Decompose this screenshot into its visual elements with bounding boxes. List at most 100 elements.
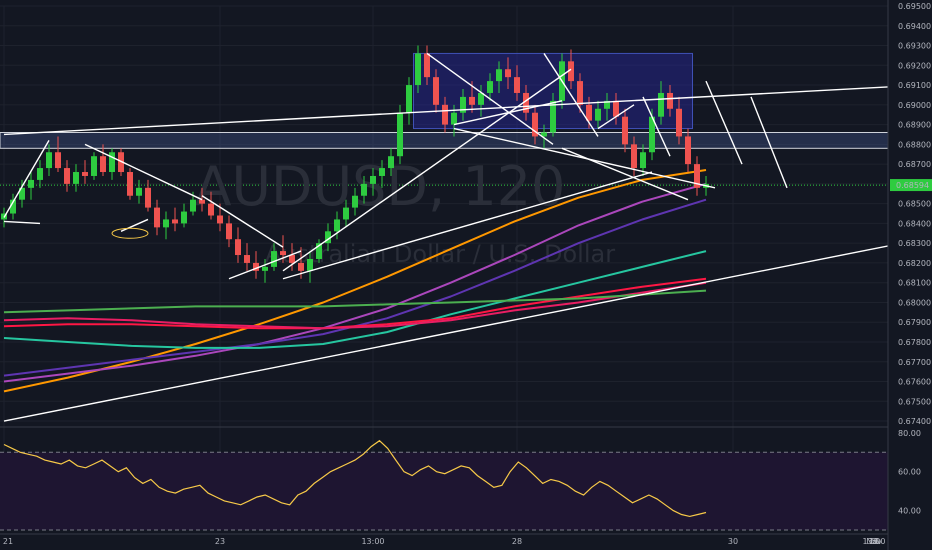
trend-line[interactable] <box>642 96 671 157</box>
rsi-line[interactable] <box>3 439 707 518</box>
trend-line[interactable] <box>750 96 788 189</box>
candle[interactable] <box>19 179 25 208</box>
candle[interactable] <box>676 96 682 145</box>
candle[interactable] <box>640 144 646 176</box>
candle[interactable] <box>172 207 178 232</box>
candle[interactable] <box>694 156 700 196</box>
candle[interactable] <box>127 168 133 200</box>
candle[interactable] <box>388 148 394 176</box>
candle[interactable] <box>577 73 583 113</box>
candle[interactable] <box>514 65 520 101</box>
candle[interactable] <box>334 211 340 240</box>
candle[interactable] <box>46 144 52 176</box>
rsi-panel[interactable] <box>0 439 888 531</box>
trend-line[interactable] <box>84 143 203 201</box>
candle[interactable] <box>379 160 385 188</box>
trend-line[interactable] <box>561 147 689 201</box>
candle[interactable] <box>154 199 160 236</box>
trend-line[interactable] <box>3 220 41 225</box>
trend-line[interactable] <box>282 171 653 280</box>
candle[interactable] <box>370 168 376 196</box>
candle[interactable] <box>622 108 628 153</box>
candle[interactable] <box>406 77 412 125</box>
moving-average-line-6[interactable] <box>3 289 707 314</box>
trend-lines[interactable] <box>3 52 923 422</box>
trend-line[interactable] <box>426 52 554 145</box>
candle-body <box>550 100 556 133</box>
candle[interactable] <box>433 69 439 113</box>
trend-line[interactable] <box>201 195 284 248</box>
candle[interactable] <box>316 239 322 263</box>
candle[interactable] <box>10 193 16 220</box>
resistance-zone[interactable] <box>0 131 889 149</box>
candle[interactable] <box>244 243 250 271</box>
candle[interactable] <box>235 227 241 263</box>
candle[interactable] <box>532 104 538 145</box>
candle[interactable] <box>343 199 349 228</box>
candle[interactable] <box>361 175 367 204</box>
candle[interactable] <box>271 243 277 271</box>
trend-line[interactable] <box>228 250 302 280</box>
candle[interactable] <box>262 258 268 283</box>
candle[interactable] <box>352 187 358 216</box>
trend-line[interactable] <box>705 80 743 165</box>
candle[interactable] <box>181 203 187 228</box>
trend-line[interactable] <box>3 238 923 422</box>
candle[interactable] <box>550 92 556 137</box>
candle[interactable] <box>685 128 691 173</box>
candle[interactable] <box>460 89 466 121</box>
candle[interactable] <box>55 136 61 173</box>
candle[interactable] <box>37 160 43 188</box>
trend-line[interactable] <box>597 104 635 130</box>
candle[interactable] <box>100 144 106 176</box>
candle[interactable] <box>145 179 151 212</box>
trend-line[interactable] <box>120 218 149 232</box>
candle[interactable] <box>163 211 169 240</box>
candle[interactable] <box>307 251 313 283</box>
candle-body <box>307 258 313 271</box>
candle[interactable] <box>208 191 214 220</box>
candle[interactable] <box>397 104 403 165</box>
candle[interactable] <box>289 243 295 271</box>
candle[interactable] <box>91 152 97 180</box>
candle[interactable] <box>613 92 619 125</box>
candle[interactable] <box>424 45 430 86</box>
candle[interactable] <box>595 100 601 129</box>
candle[interactable] <box>64 160 70 192</box>
candle[interactable] <box>541 124 547 149</box>
candle[interactable] <box>667 85 673 117</box>
trend-line[interactable] <box>3 140 50 218</box>
candle[interactable] <box>136 179 142 204</box>
candle[interactable] <box>28 172 34 200</box>
moving-average-line-3[interactable] <box>3 250 707 349</box>
candle[interactable] <box>217 203 223 232</box>
candle[interactable] <box>658 81 664 125</box>
price-axis[interactable]: 0.69500 0.69400 0.69300 0.69200 0.69100 0.690… <box>887 0 932 550</box>
trend-line[interactable] <box>282 68 572 272</box>
trend-line[interactable] <box>543 53 599 137</box>
candle[interactable] <box>82 160 88 184</box>
candle[interactable] <box>505 57 511 90</box>
candle[interactable] <box>325 223 331 252</box>
candle[interactable] <box>415 45 421 93</box>
moving-average-line-1[interactable] <box>3 182 707 383</box>
candle[interactable] <box>487 73 493 101</box>
candle[interactable] <box>109 148 115 180</box>
trend-line[interactable] <box>453 127 716 189</box>
candle[interactable] <box>478 85 484 117</box>
moving-average-line-5[interactable] <box>3 281 707 330</box>
trend-line[interactable] <box>453 100 563 126</box>
candle[interactable] <box>73 164 79 192</box>
candle[interactable] <box>226 215 232 248</box>
candle[interactable] <box>496 61 502 93</box>
candle[interactable] <box>442 96 448 133</box>
ellipse-annotation[interactable] <box>111 227 149 239</box>
candle[interactable] <box>604 92 610 121</box>
candle[interactable] <box>253 251 259 279</box>
trend-line[interactable] <box>3 84 923 136</box>
moving-average-line-0[interactable] <box>3 169 707 393</box>
candle[interactable] <box>523 85 529 121</box>
